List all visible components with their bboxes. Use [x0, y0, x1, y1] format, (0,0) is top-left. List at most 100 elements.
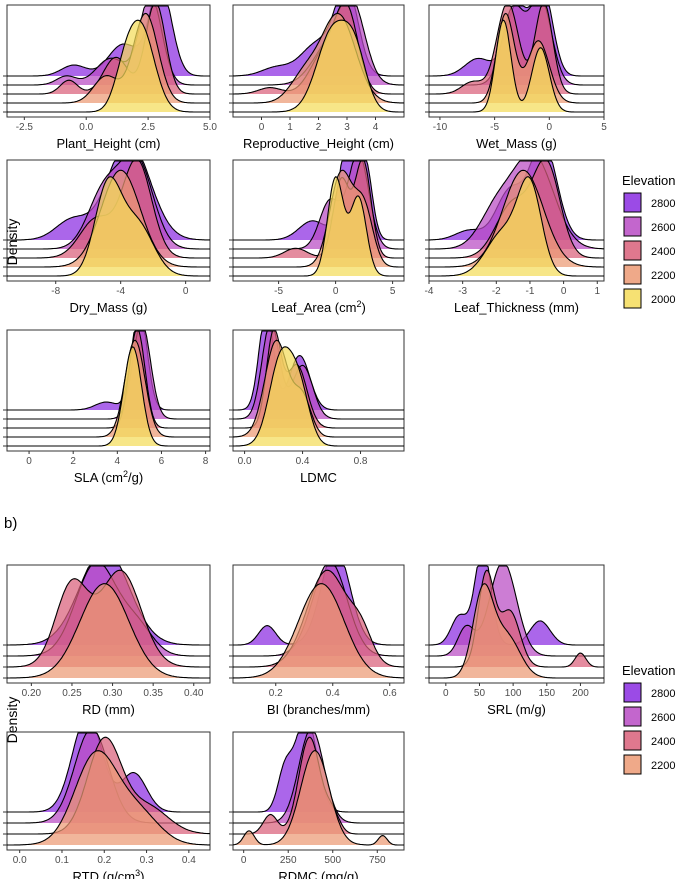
ridge-line-2600 [7, 5, 210, 86]
ridge-line-2200 [232, 750, 404, 846]
x-tick-label: 0 [333, 286, 339, 297]
panels-group: -2.5 0.0 2.5 5.0 Plant_Height (cm) 0 1 2 3 4 Repro… [3, 4, 607, 879]
panel-frame [6, 329, 211, 452]
x-axis-label-tail: ) [361, 300, 365, 315]
x-tick-label: 0.2 [269, 688, 283, 699]
x-axis-label-main: Plant_Height (cm) [56, 136, 160, 151]
x-tick-label: -5 [490, 122, 499, 133]
ridge-fill-2000 [233, 20, 404, 113]
x-tick-label: 3 [344, 122, 350, 133]
x-tick-label: 5 [390, 286, 396, 297]
x-axis-label: Leaf_Area (cm2) [271, 299, 366, 315]
x-axis-label-main: Leaf_Thickness (mm) [454, 300, 579, 315]
x-tick-label: 0.35 [143, 688, 163, 699]
ridge-line-2400 [7, 736, 211, 835]
x-axis-label: SRL (m/g) [487, 702, 546, 717]
x-tick-label: 0 [443, 688, 449, 699]
ridge-line-2000 [233, 346, 404, 447]
x-tick-label: 50 [474, 688, 486, 699]
ridge-fill-2000 [7, 20, 210, 113]
ridge-fill-2000 [429, 20, 604, 113]
ridge-fill-2200 [233, 583, 404, 678]
ridge-fill-2000 [429, 176, 604, 276]
legend-bottom: Elevation 2800 2600 2400 2200 [622, 663, 675, 775]
x-tick-label: 0.4 [296, 456, 310, 467]
x-axis-label: Dry_Mass (g) [69, 300, 147, 315]
x-tick-label: 0.0 [13, 855, 27, 866]
ridge-line-2800 [7, 5, 210, 77]
x-axis-label-main: LDMC [300, 470, 337, 485]
ridge-line-2200 [233, 583, 405, 679]
ridge-line-2200 [233, 339, 404, 438]
ridge-panel-9: 0.20 0.25 0.30 0.35 0.40 RD (mm) [3, 564, 211, 717]
x-tick-label: 5 [601, 122, 607, 133]
legend-title: Elevation [622, 663, 675, 678]
x-axis-label-main: Dry_Mass (g) [69, 300, 147, 315]
ridge-panel-2: 0 1 2 3 4 Reproductive_Height (cm) [229, 4, 405, 151]
x-axis-label: Wet_Mass (g) [476, 136, 557, 151]
x-tick-label: 4 [115, 456, 121, 467]
x-tick-label: 250 [280, 855, 297, 866]
legend-label-2800: 2800 [651, 198, 675, 210]
ridge-panel-5: -5 0 5 Leaf_Area (cm2) [229, 159, 405, 315]
ridge-line-2200 [7, 339, 210, 438]
x-tick-label: 500 [324, 855, 341, 866]
ridge-fill-2200 [7, 750, 210, 845]
x-tick-label: 0.6 [383, 688, 397, 699]
legend-label-2200: 2200 [651, 760, 675, 772]
x-tick-label: -3 [458, 286, 467, 297]
x-axis-label: BI (branches/mm) [267, 702, 370, 717]
x-axis-label-tail: /g) [128, 470, 143, 485]
x-tick-label: -2 [492, 286, 501, 297]
ridge-line-2400 [7, 330, 210, 429]
legend-label-2600: 2600 [651, 712, 675, 724]
ridge-line-2600 [233, 160, 404, 250]
x-tick-label: 0.0 [238, 456, 252, 467]
x-tick-label: 0.4 [182, 855, 196, 866]
x-tick-label: 750 [369, 855, 386, 866]
ridge-line-2200 [7, 12, 210, 104]
x-axis-label-main: RTD (g/cm [73, 869, 136, 879]
legend-swatch-2400 [623, 240, 642, 261]
legend-swatch-2600 [623, 216, 642, 237]
x-tick-label: 0 [183, 286, 189, 297]
legend-label-2600: 2600 [651, 222, 675, 234]
ridge-fill-2200 [7, 583, 210, 678]
legend-swatch-2000 [623, 288, 642, 309]
x-tick-label: 0.20 [22, 688, 42, 699]
x-axis-label-main: Reproductive_Height (cm) [243, 136, 394, 151]
legend-label-2400: 2400 [651, 246, 675, 258]
x-tick-label: 2.5 [141, 122, 155, 133]
legend-swatch-2600 [623, 706, 642, 727]
x-tick-label: -5 [274, 286, 283, 297]
x-axis-label: Plant_Height (cm) [56, 136, 160, 151]
legend-top: Elevation 2800 2600 2400 2200 2000 [622, 173, 675, 309]
ridge-fill-2200 [429, 13, 604, 103]
x-tick-label: 0.4 [326, 688, 340, 699]
ridge-line-2400 [7, 569, 210, 668]
x-tick-label: 0.8 [354, 456, 368, 467]
x-axis-label-main: RD (mm) [82, 702, 135, 717]
x-tick-label: -4 [425, 286, 434, 297]
x-tick-label: -10 [433, 122, 448, 133]
ridge-line-2200 [7, 750, 210, 846]
x-axis-label-main: RDMC (mg/g) [278, 869, 358, 879]
ridge-line-2200 [233, 12, 404, 104]
legend-swatch-2400 [623, 730, 642, 751]
ridge-line-2600 [429, 565, 604, 657]
x-tick-label: 0.40 [184, 688, 204, 699]
ridge-fill-2200 [233, 750, 404, 845]
ridge-panel-4: -8 -4 0 Dry_Mass (g) [3, 159, 211, 315]
legend-label-2200: 2200 [651, 270, 675, 282]
x-tick-label: 2 [316, 122, 322, 133]
x-tick-label: 0 [561, 286, 567, 297]
ridge-line-2400 [429, 5, 604, 95]
x-tick-label: 0 [547, 122, 553, 133]
section-label-b: b) [4, 515, 17, 532]
ridge-line-2600 [7, 160, 210, 250]
ridge-fill-2400 [7, 161, 210, 258]
ridge-line-2000 [7, 176, 210, 277]
ridge-line-2600 [429, 5, 604, 86]
ridge-panel-12: 0.0 0.1 0.2 0.3 0.4 RTD (g/cm3) [3, 731, 211, 879]
x-tick-label: 0 [26, 456, 32, 467]
